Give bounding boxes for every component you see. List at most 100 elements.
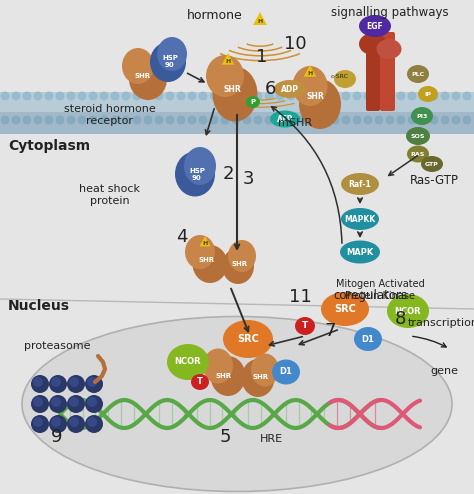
Text: transcription: transcription (408, 318, 474, 328)
Circle shape (121, 91, 130, 100)
Text: SHR: SHR (223, 84, 241, 93)
Ellipse shape (167, 344, 209, 380)
Ellipse shape (295, 317, 315, 335)
Circle shape (85, 375, 103, 393)
Circle shape (408, 116, 417, 124)
Text: SRC: SRC (334, 304, 356, 314)
Circle shape (100, 116, 109, 124)
Circle shape (66, 116, 75, 124)
Ellipse shape (129, 58, 167, 100)
Text: SHR: SHR (135, 73, 151, 79)
Circle shape (353, 91, 362, 100)
Text: steroid hormone
receptor: steroid hormone receptor (64, 104, 156, 125)
Circle shape (110, 116, 119, 124)
Ellipse shape (222, 248, 254, 284)
Circle shape (0, 91, 9, 100)
Text: HSP
90: HSP 90 (189, 167, 205, 180)
Circle shape (275, 91, 284, 100)
Text: P: P (250, 99, 255, 105)
Text: heat shock
protein: heat shock protein (80, 184, 140, 206)
Text: 5: 5 (219, 428, 231, 446)
Ellipse shape (376, 39, 401, 59)
Ellipse shape (223, 320, 273, 358)
Circle shape (31, 395, 49, 413)
Text: D1: D1 (280, 368, 292, 376)
Text: H: H (202, 241, 208, 246)
Ellipse shape (418, 86, 438, 102)
Circle shape (286, 116, 295, 124)
Circle shape (89, 91, 98, 100)
Text: 9: 9 (51, 428, 63, 446)
Ellipse shape (272, 360, 300, 384)
Text: NCOR: NCOR (175, 358, 201, 367)
Circle shape (408, 91, 417, 100)
Circle shape (374, 116, 383, 124)
Ellipse shape (192, 245, 228, 283)
Text: 7: 7 (324, 322, 336, 340)
Ellipse shape (185, 235, 215, 269)
Circle shape (22, 91, 31, 100)
Ellipse shape (22, 317, 452, 492)
Ellipse shape (340, 241, 380, 263)
Ellipse shape (407, 146, 429, 163)
Circle shape (133, 116, 142, 124)
Circle shape (11, 116, 20, 124)
Circle shape (341, 91, 350, 100)
Text: GTP: GTP (425, 162, 439, 166)
Ellipse shape (241, 359, 274, 397)
Text: MAPK: MAPK (346, 247, 374, 256)
Ellipse shape (191, 374, 209, 390)
Text: Cytoplasm: Cytoplasm (8, 139, 90, 153)
Circle shape (440, 116, 449, 124)
Text: T: T (197, 377, 203, 386)
Ellipse shape (421, 156, 443, 172)
Circle shape (309, 116, 318, 124)
Circle shape (220, 116, 229, 124)
Circle shape (34, 91, 43, 100)
Polygon shape (304, 65, 316, 77)
Text: proteasome: proteasome (24, 341, 90, 351)
Circle shape (374, 91, 383, 100)
Circle shape (364, 91, 373, 100)
Ellipse shape (359, 15, 391, 37)
Ellipse shape (387, 294, 429, 328)
Text: SOS: SOS (411, 133, 425, 138)
Text: SHR: SHR (199, 257, 215, 263)
Circle shape (69, 377, 79, 387)
Circle shape (100, 91, 109, 100)
Text: MAPKK: MAPKK (345, 214, 375, 223)
Ellipse shape (292, 66, 328, 106)
Circle shape (87, 377, 97, 387)
Circle shape (396, 91, 405, 100)
Ellipse shape (251, 354, 279, 386)
Ellipse shape (354, 327, 382, 351)
Circle shape (121, 116, 130, 124)
Circle shape (165, 116, 174, 124)
Circle shape (49, 415, 67, 433)
Circle shape (396, 116, 405, 124)
Text: SHR: SHR (216, 373, 232, 379)
Text: gene: gene (430, 366, 458, 376)
Circle shape (452, 91, 461, 100)
Circle shape (45, 116, 54, 124)
Circle shape (66, 91, 75, 100)
Text: EGF: EGF (366, 22, 383, 31)
Text: 8: 8 (395, 310, 406, 328)
Ellipse shape (228, 240, 256, 272)
Ellipse shape (341, 208, 379, 230)
Circle shape (353, 116, 362, 124)
Circle shape (286, 91, 295, 100)
Text: IP: IP (425, 91, 431, 96)
Circle shape (51, 397, 61, 407)
Polygon shape (253, 12, 267, 25)
Circle shape (78, 91, 86, 100)
Ellipse shape (203, 348, 233, 383)
Ellipse shape (175, 152, 215, 197)
Circle shape (264, 91, 273, 100)
Text: 11: 11 (289, 288, 311, 306)
Text: 1: 1 (256, 48, 268, 66)
Circle shape (463, 116, 472, 124)
Circle shape (330, 116, 339, 124)
Circle shape (243, 116, 252, 124)
Circle shape (341, 116, 350, 124)
